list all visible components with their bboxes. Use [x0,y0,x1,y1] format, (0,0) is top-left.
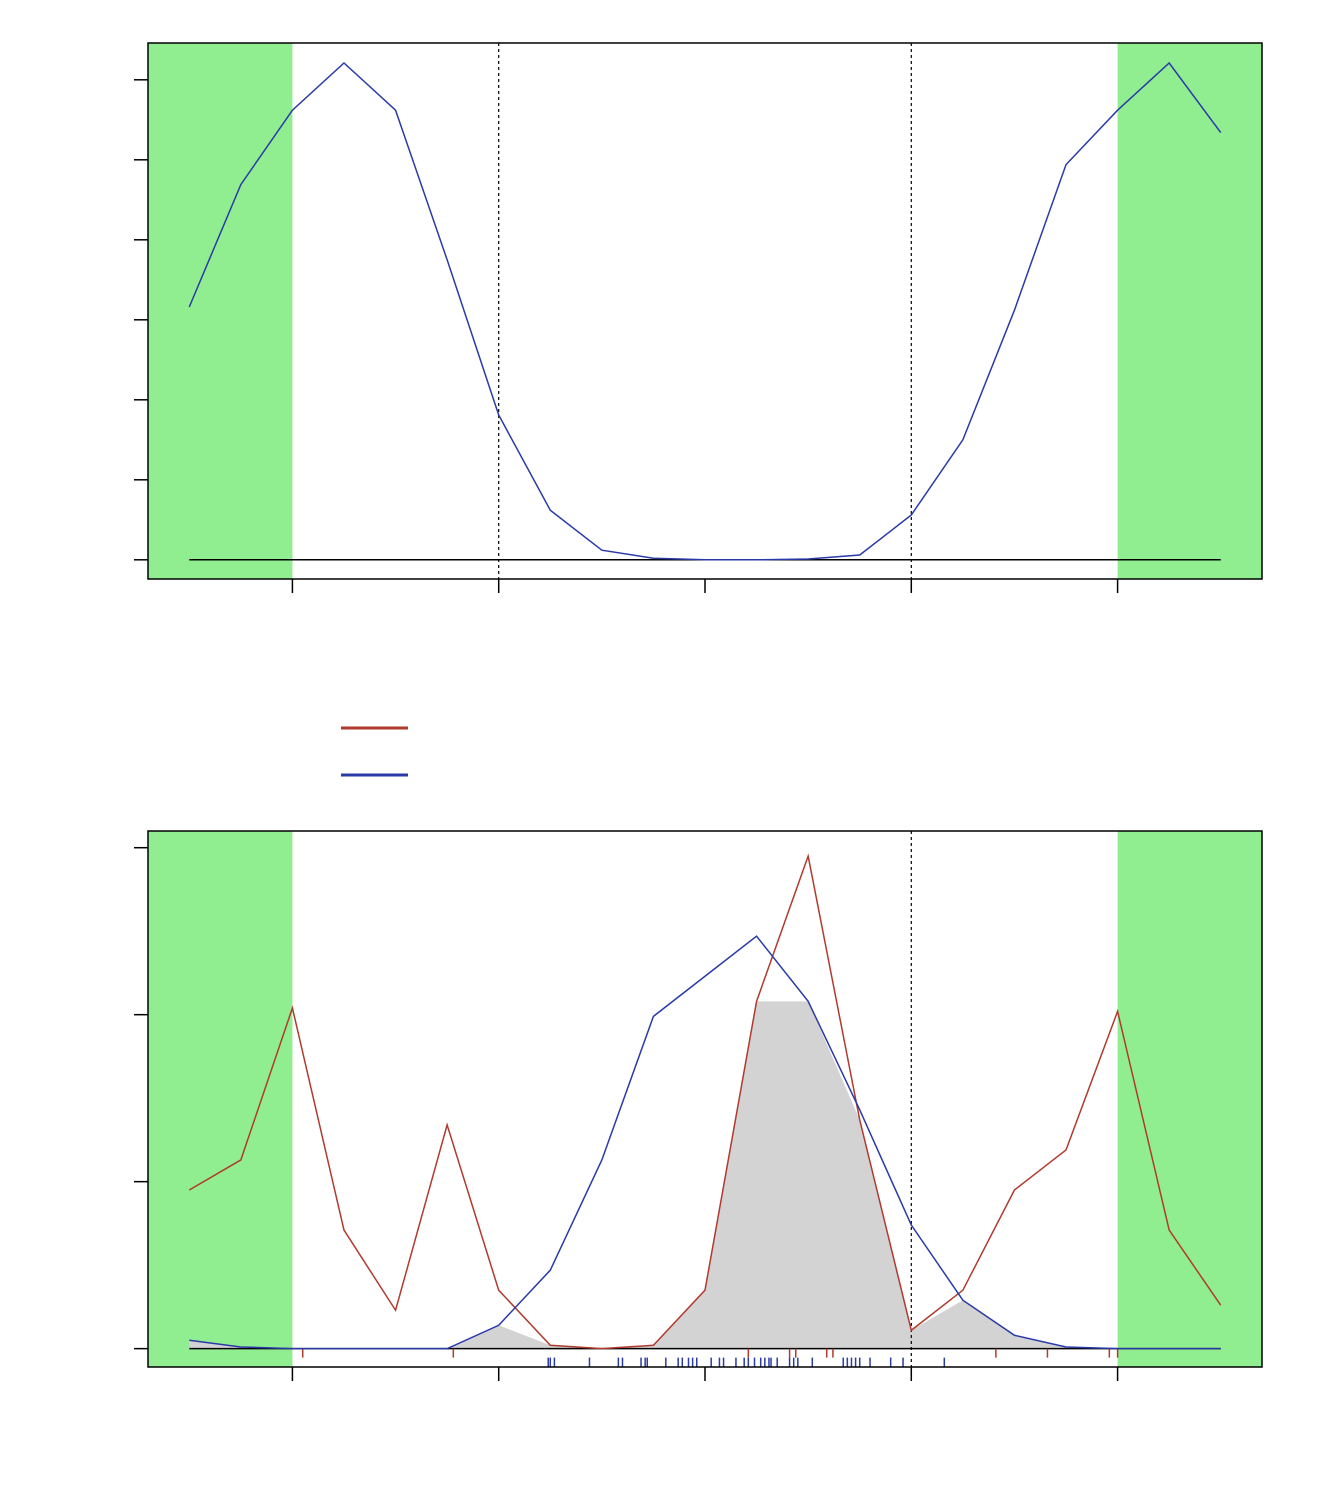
series-line [189,935,1221,1350]
shade-region [148,43,293,579]
plot-frame [147,42,1263,580]
series-line [188,853,1222,1350]
overlap-area [189,1001,1221,1349]
shade-region [148,831,293,1367]
shade-region [1117,831,1262,1367]
shade-region [1117,43,1262,579]
series-line [188,61,1222,561]
